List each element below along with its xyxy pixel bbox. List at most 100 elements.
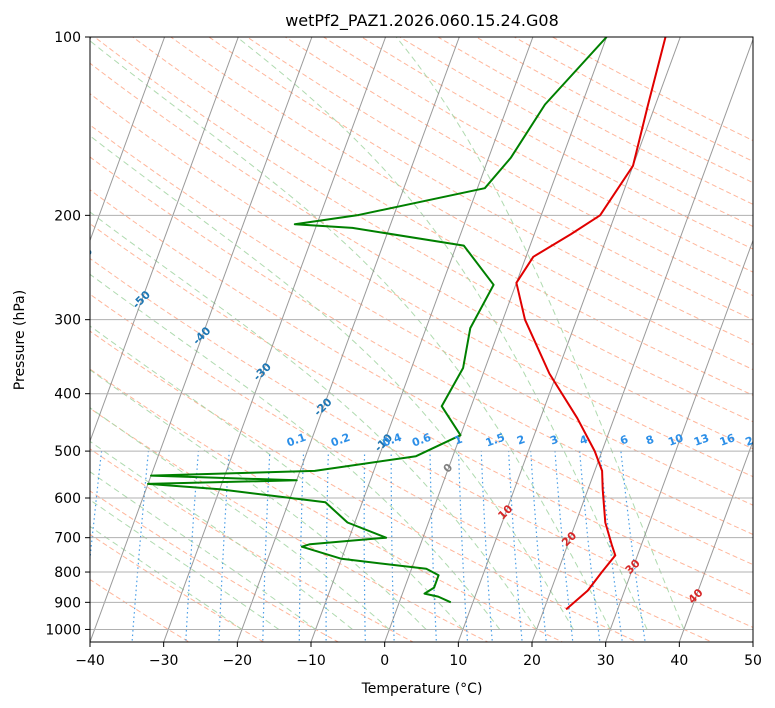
plot-area: -100-90-80-70-60-50-40-30-20-10010203040… xyxy=(15,37,775,642)
y-tick-label: 800 xyxy=(54,565,81,581)
isotherm-label: 0 xyxy=(441,461,456,476)
y-axis-label: Pressure (hPa) xyxy=(12,290,28,390)
moist-adiabat-line xyxy=(90,471,316,630)
y-tick-label: 900 xyxy=(54,595,81,611)
isotherm-line xyxy=(90,37,166,242)
moist-adiabat-line xyxy=(90,135,574,630)
dry-adiabat-line xyxy=(90,578,190,642)
isotherm-line xyxy=(531,38,753,642)
dry-adiabat-line xyxy=(90,93,753,478)
x-tick-label: −20 xyxy=(223,653,253,669)
x-axis-label: Temperature (°C) xyxy=(361,681,483,697)
dry-adiabat-line xyxy=(170,37,753,371)
moist-adiabat-line xyxy=(395,37,685,630)
mixing-ratio-line xyxy=(429,451,437,642)
plot-frame xyxy=(89,36,754,643)
moist-adiabat-line xyxy=(90,369,427,630)
x-tick-label: −40 xyxy=(75,653,105,669)
dry-adiabat-line xyxy=(90,293,714,642)
dewpoint-profile-line xyxy=(147,37,608,604)
dry-adiabat-line xyxy=(132,37,753,396)
isotherm-line xyxy=(90,37,313,642)
dry-adiabat-line xyxy=(90,368,564,642)
mixing-ratio-line xyxy=(90,451,103,565)
dry-adiabat-line xyxy=(90,448,415,642)
dry-adiabat-line xyxy=(552,37,753,142)
isotherm-line xyxy=(678,439,753,642)
isotherm-label: -60 xyxy=(72,245,95,268)
moist-adiabat-line xyxy=(236,37,648,630)
isotherm-line xyxy=(163,37,387,642)
dry-adiabat-line xyxy=(90,257,753,628)
dry-adiabat-line xyxy=(90,330,639,642)
mixing-ratio-label: 3 xyxy=(548,433,560,448)
temperature-profile-line xyxy=(515,37,667,611)
x-tick-label: 0 xyxy=(380,653,389,669)
dry-adiabat-line xyxy=(94,37,753,423)
dry-adiabat-line xyxy=(208,37,753,345)
mixing-ratio-label: 20 xyxy=(744,431,763,449)
mixing-ratio-label: 13 xyxy=(692,431,711,448)
isotherm-label: -30 xyxy=(251,360,274,383)
mixing-ratio-line xyxy=(458,451,469,642)
y-tick-label: 700 xyxy=(54,531,81,547)
mixing-ratio-label: 8 xyxy=(644,433,656,448)
dry-adiabat-line xyxy=(513,37,753,162)
mixing-ratio-label: 6 xyxy=(618,433,630,448)
mixing-ratio-line xyxy=(298,451,305,642)
dry-adiabat-line xyxy=(90,156,753,535)
mixing-ratio-label: 1 xyxy=(453,433,465,448)
isotherm-label: 40 xyxy=(686,586,706,606)
dry-adiabat-line xyxy=(361,37,753,250)
mixing-ratio-label: 25 xyxy=(766,431,775,448)
chart-title: wetPf2_PAZ1.2026.060.15.24.G08 xyxy=(285,11,559,31)
x-tick-label: −10 xyxy=(296,653,326,669)
mixing-ratio-label: 0.4 xyxy=(381,431,404,450)
mixing-ratio-label: 10 xyxy=(666,431,685,449)
y-tick-label: 1000 xyxy=(45,622,81,638)
dry-adiabat-line xyxy=(246,37,753,321)
isotherm-label: -50 xyxy=(130,288,153,311)
moist-adiabat-line xyxy=(90,407,390,630)
y-tick-label: 300 xyxy=(54,313,81,329)
dry-adiabat-line xyxy=(90,189,753,566)
mixing-ratio-line xyxy=(131,451,149,642)
isotherm-line xyxy=(90,37,239,443)
mixing-ratio-label: 1.5 xyxy=(484,431,507,450)
dry-adiabat-line xyxy=(90,62,753,450)
x-tick-label: 10 xyxy=(449,653,467,669)
x-tick-label: 30 xyxy=(597,653,615,669)
dry-adiabat-line xyxy=(90,124,753,506)
isotherm-line xyxy=(457,37,681,642)
mixing-ratio-label: 0.1 xyxy=(285,431,308,450)
moist-adiabat-line xyxy=(90,211,537,630)
moist-adiabat-line xyxy=(90,440,353,630)
isotherm-line xyxy=(236,37,460,642)
mixing-ratio-label: 2 xyxy=(515,433,527,448)
mixing-ratio-label: 16 xyxy=(718,431,737,449)
x-tick-label: 50 xyxy=(744,653,762,669)
mixing-ratio-label: 4 xyxy=(578,433,590,448)
isotherm-label: -70 xyxy=(15,199,38,222)
dry-adiabat-line xyxy=(90,223,753,597)
moist-adiabat-line xyxy=(90,273,501,630)
y-tick-label: 200 xyxy=(54,208,81,224)
moist-adiabat-line xyxy=(90,525,243,630)
isotherm-line xyxy=(310,37,534,642)
moist-adiabat-line xyxy=(90,499,280,630)
mixing-ratio-label: 0.6 xyxy=(410,431,433,450)
dry-adiabat-line xyxy=(90,490,340,642)
isotherm-line xyxy=(605,238,753,642)
y-tick-label: 400 xyxy=(54,387,81,403)
dry-adiabat-line xyxy=(437,37,753,205)
isotherm-label: 30 xyxy=(623,557,643,577)
mixing-ratio-line xyxy=(508,451,523,642)
moist-adiabat-line xyxy=(90,40,611,630)
isotherm-line xyxy=(384,37,608,642)
y-tick-label: 600 xyxy=(54,491,81,507)
x-tick-label: −30 xyxy=(149,653,179,669)
mixing-ratio-label: 0.2 xyxy=(329,431,352,450)
axis-layer: −40 −30 −20 −10 0 10 20 30 40 5010020030040050060… xyxy=(45,30,762,669)
y-tick-label: 100 xyxy=(54,30,81,46)
